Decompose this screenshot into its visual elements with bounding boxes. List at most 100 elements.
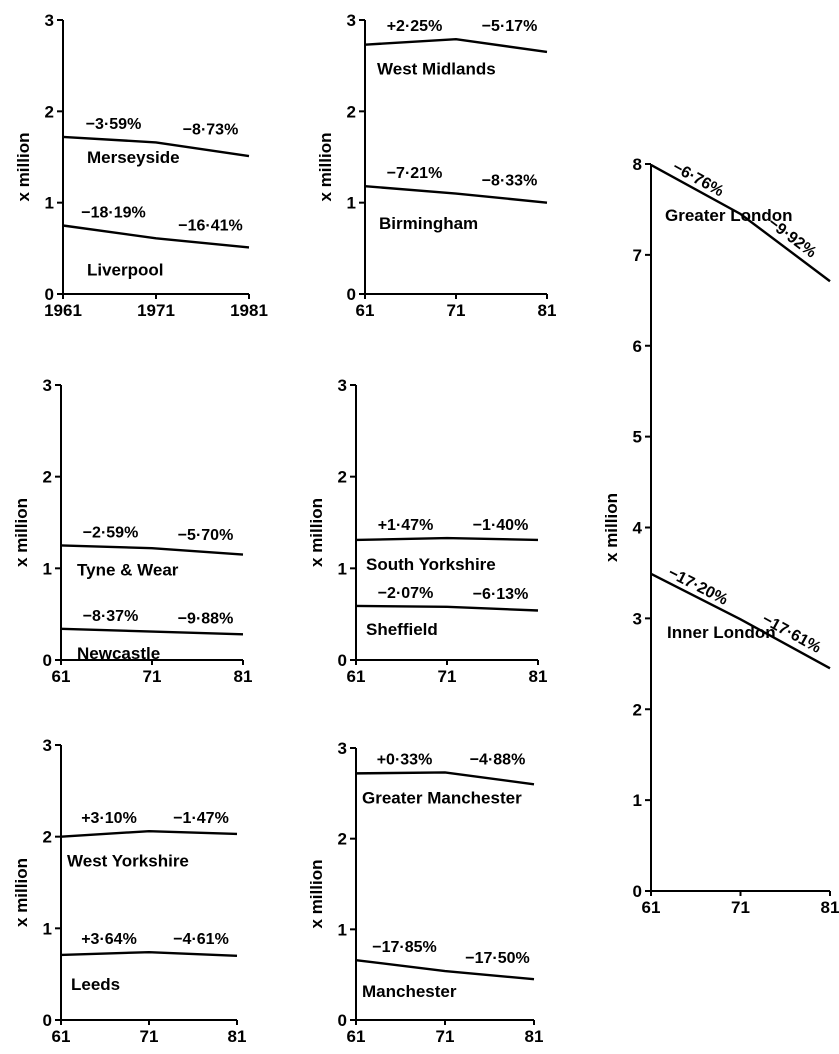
y-tick-label: 1 bbox=[338, 920, 347, 939]
change-label: −9·88% bbox=[178, 611, 234, 628]
x-tick-label: 71 bbox=[447, 301, 466, 320]
y-tick-label: 0 bbox=[43, 651, 52, 670]
x-tick-label: 81 bbox=[821, 898, 839, 917]
y-axis-label: x million bbox=[307, 498, 326, 567]
y-tick-label: 1 bbox=[633, 791, 642, 810]
x-tick-label: 61 bbox=[347, 667, 366, 686]
change-label: −8·73% bbox=[183, 121, 239, 138]
series-line bbox=[60, 829, 238, 838]
y-axis-label: x million bbox=[12, 858, 31, 927]
series-name: Liverpool bbox=[87, 261, 164, 280]
series-line bbox=[60, 627, 244, 636]
y-tick-label: 2 bbox=[43, 828, 52, 847]
series-line bbox=[364, 185, 548, 204]
y-tick-label: 1 bbox=[338, 559, 347, 578]
y-tick-label: 2 bbox=[43, 468, 52, 487]
y-tick-label: 7 bbox=[633, 246, 642, 265]
x-tick-label: 71 bbox=[731, 898, 750, 917]
y-tick-label: 3 bbox=[43, 736, 52, 755]
series-line bbox=[650, 572, 831, 670]
change-label: −1·40% bbox=[473, 517, 529, 534]
series-line bbox=[60, 544, 244, 556]
series-name: Sheffield bbox=[366, 620, 438, 639]
change-label: +0·33% bbox=[377, 751, 433, 768]
y-tick-label: 3 bbox=[338, 376, 347, 395]
x-tick-label: 1971 bbox=[137, 301, 175, 320]
series-name: Tyne & Wear bbox=[77, 560, 179, 579]
series-name: Greater Manchester bbox=[362, 788, 522, 807]
y-tick-label: 0 bbox=[347, 285, 356, 304]
series-name: Birmingham bbox=[379, 214, 478, 233]
change-label: +1·47% bbox=[378, 517, 434, 534]
x-tick-label: 61 bbox=[52, 667, 71, 686]
y-tick-label: 0 bbox=[633, 882, 642, 901]
x-tick-label: 1961 bbox=[44, 301, 82, 320]
series-name: West Midlands bbox=[377, 60, 496, 79]
x-tick-label: 81 bbox=[529, 667, 548, 686]
series-name: South Yorkshire bbox=[366, 555, 496, 574]
x-tick-label: 1981 bbox=[230, 301, 268, 320]
y-tick-label: 0 bbox=[45, 285, 54, 304]
y-tick-label: 2 bbox=[338, 830, 347, 849]
change-label: −18·19% bbox=[81, 205, 146, 222]
series-name: Manchester bbox=[362, 982, 457, 1001]
change-label: −2·07% bbox=[378, 585, 434, 602]
change-label: −8·33% bbox=[482, 173, 538, 190]
x-tick-label: 61 bbox=[642, 898, 661, 917]
change-label: −7·21% bbox=[387, 165, 443, 182]
x-tick-label: 61 bbox=[356, 301, 375, 320]
series-line bbox=[355, 536, 539, 542]
series-line bbox=[650, 163, 831, 283]
change-label: −6·13% bbox=[473, 586, 529, 603]
series-name: Newcastle bbox=[77, 644, 160, 663]
y-tick-label: 1 bbox=[45, 194, 54, 213]
y-axis-label: x million bbox=[12, 498, 31, 567]
series-name: Inner London bbox=[667, 623, 776, 642]
series-line bbox=[355, 771, 535, 786]
y-tick-label: 2 bbox=[338, 468, 347, 487]
change-label: −16·41% bbox=[178, 217, 243, 234]
y-tick-label: 1 bbox=[43, 919, 52, 938]
y-tick-label: 0 bbox=[43, 1011, 52, 1030]
x-tick-label: 81 bbox=[234, 667, 253, 686]
y-tick-label: 3 bbox=[347, 11, 356, 30]
series-line bbox=[355, 604, 539, 612]
change-label: −5·17% bbox=[482, 18, 538, 35]
series-name: Greater London bbox=[665, 206, 793, 225]
series-line bbox=[364, 37, 548, 54]
y-tick-label: 0 bbox=[338, 651, 347, 670]
change-label: −3·59% bbox=[86, 116, 142, 133]
series-line bbox=[62, 224, 250, 249]
y-axis-label: x million bbox=[14, 133, 33, 202]
series-name: West Yorkshire bbox=[67, 852, 189, 871]
y-tick-label: 2 bbox=[633, 700, 642, 719]
series-line bbox=[62, 135, 250, 158]
x-tick-label: 71 bbox=[438, 667, 457, 686]
x-tick-label: 71 bbox=[143, 667, 162, 686]
y-tick-label: 0 bbox=[338, 1011, 347, 1030]
x-tick-label: 81 bbox=[538, 301, 557, 320]
x-tick-label: 81 bbox=[525, 1027, 544, 1046]
y-tick-label: 1 bbox=[347, 194, 356, 213]
y-axis-label: x million bbox=[316, 133, 335, 202]
x-tick-label: 71 bbox=[140, 1027, 159, 1046]
change-label: +3·64% bbox=[81, 931, 137, 948]
change-label: +3·10% bbox=[81, 810, 137, 827]
y-tick-label: 3 bbox=[338, 739, 347, 758]
series-name: Leeds bbox=[71, 975, 120, 994]
x-tick-label: 71 bbox=[436, 1027, 455, 1046]
series-line bbox=[355, 958, 535, 981]
change-label: −2·59% bbox=[83, 524, 139, 541]
y-tick-label: 6 bbox=[633, 337, 642, 356]
series-name: Merseyside bbox=[87, 148, 180, 167]
x-tick-label: 81 bbox=[228, 1027, 247, 1046]
change-label: −17·85% bbox=[372, 939, 437, 956]
change-label: −5·70% bbox=[178, 527, 234, 544]
y-axis-label: x million bbox=[602, 493, 621, 562]
y-tick-label: 4 bbox=[633, 519, 643, 538]
series-line bbox=[60, 950, 238, 958]
y-tick-label: 3 bbox=[45, 11, 54, 30]
change-label: −8·37% bbox=[83, 608, 139, 625]
change-label: −17·50% bbox=[465, 950, 530, 967]
